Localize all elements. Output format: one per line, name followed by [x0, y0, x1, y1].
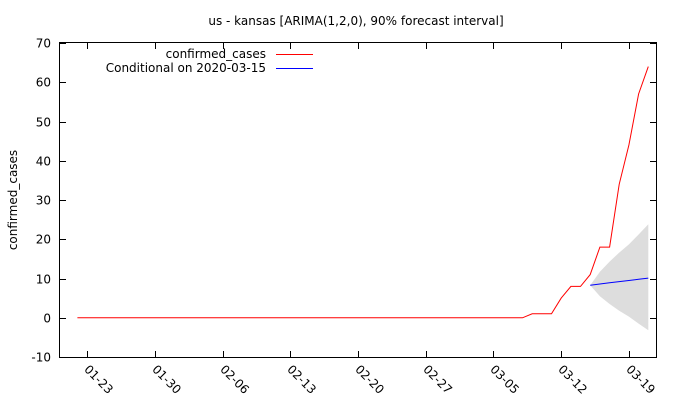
- y-tick-label: 30: [36, 194, 51, 208]
- legend-label: confirmed_cases: [166, 47, 266, 61]
- forecast-interval-layer: [590, 224, 649, 331]
- y-tick-label: 60: [36, 76, 51, 90]
- y-axis-label: confirmed_cases: [6, 150, 20, 250]
- x-tick-label: 03-19: [623, 362, 658, 397]
- x-tick-label: 02-06: [217, 362, 252, 397]
- y-tick-label: 20: [36, 233, 51, 247]
- plot-frame: [59, 42, 657, 358]
- y-tick-label: 70: [36, 37, 51, 51]
- y-tick-label: 40: [36, 155, 51, 169]
- y-tick-label: 50: [36, 116, 51, 130]
- y-tick-label: -10: [31, 351, 51, 365]
- x-tick-label: 01-23: [81, 362, 116, 397]
- chart-title: us - kansas [ARIMA(1,2,0), 90% forecast …: [208, 14, 503, 28]
- x-tick-label: 03-05: [487, 362, 522, 397]
- legend-label: Conditional on 2020-03-15: [106, 61, 266, 75]
- x-tick-label: 01-30: [149, 362, 184, 397]
- y-tick-label: 0: [43, 312, 51, 326]
- x-tick-label: 02-27: [420, 362, 455, 397]
- series-line-conditional-on-2020-03-15: [590, 277, 649, 286]
- series-layer: [77, 66, 649, 319]
- forecast-interval-band: [590, 224, 649, 331]
- series-line-confirmed-cases: [77, 66, 649, 319]
- x-tick-label: 03-12: [555, 362, 590, 397]
- x-tick-label: 02-20: [352, 362, 387, 397]
- x-axis: 01-23 01-30 02-06 02-13 02-20 02-27 03-05 03-12…: [81, 43, 658, 397]
- y-tick-label: 10: [36, 273, 51, 287]
- x-tick-label: 02-13: [284, 362, 319, 397]
- y-axis: -10 0 10 20 30 40 50 60 70: [31, 37, 656, 365]
